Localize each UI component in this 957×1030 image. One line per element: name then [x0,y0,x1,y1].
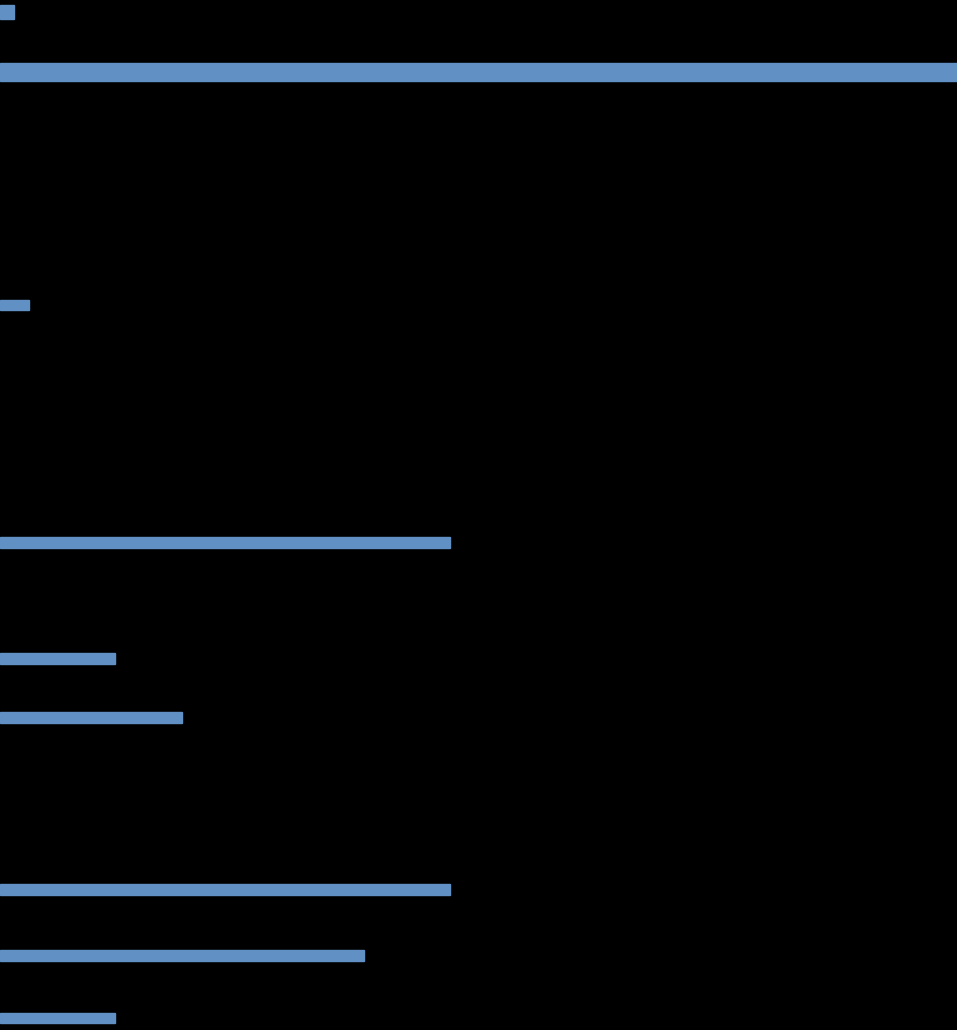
Bar [0,5,14,19]
Bar [0,537,450,548]
Bar [0,950,364,961]
Bar [0,300,29,310]
Bar [0,653,115,664]
Bar [0,712,182,723]
Bar [0,884,450,895]
Bar [0,63,957,81]
Bar [0,1012,115,1023]
